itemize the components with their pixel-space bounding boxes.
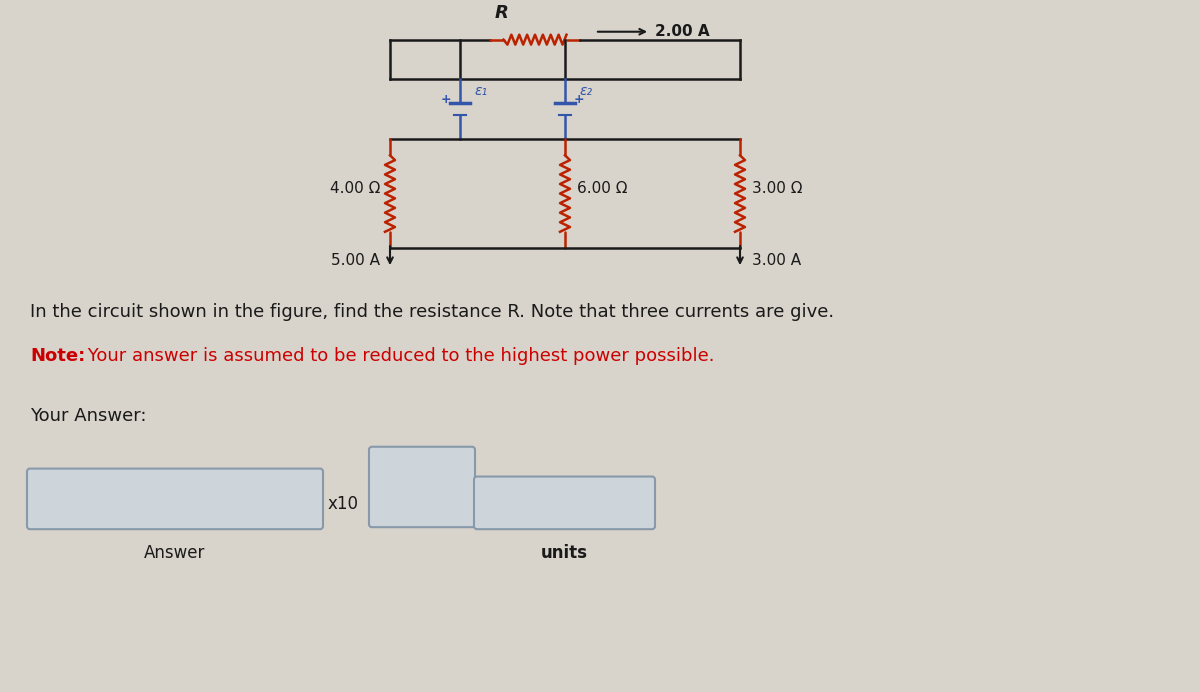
Text: units: units	[541, 544, 588, 562]
Text: In the circuit shown in the figure, find the resistance R. Note that three curre: In the circuit shown in the figure, find…	[30, 303, 834, 321]
Text: 6.00 Ω: 6.00 Ω	[577, 181, 628, 196]
FancyBboxPatch shape	[370, 447, 475, 527]
Text: 4.00 Ω: 4.00 Ω	[330, 181, 380, 196]
Text: 2.00 A: 2.00 A	[655, 24, 709, 39]
Text: 3.00 Ω: 3.00 Ω	[752, 181, 803, 196]
Text: R: R	[496, 3, 509, 21]
Text: ε₁: ε₁	[474, 84, 487, 98]
Text: 5.00 A: 5.00 A	[331, 253, 380, 268]
Text: x10: x10	[328, 495, 359, 513]
Text: Your Answer:: Your Answer:	[30, 407, 146, 425]
Text: Your answer is assumed to be reduced to the highest power possible.: Your answer is assumed to be reduced to …	[82, 347, 714, 365]
Text: 3.00 A: 3.00 A	[752, 253, 802, 268]
Text: +: +	[440, 93, 451, 106]
FancyBboxPatch shape	[28, 468, 323, 529]
Text: Note:: Note:	[30, 347, 85, 365]
Text: Answer: Answer	[144, 544, 205, 562]
FancyBboxPatch shape	[474, 477, 655, 529]
Text: +: +	[574, 93, 584, 106]
Text: ε₂: ε₂	[580, 84, 592, 98]
